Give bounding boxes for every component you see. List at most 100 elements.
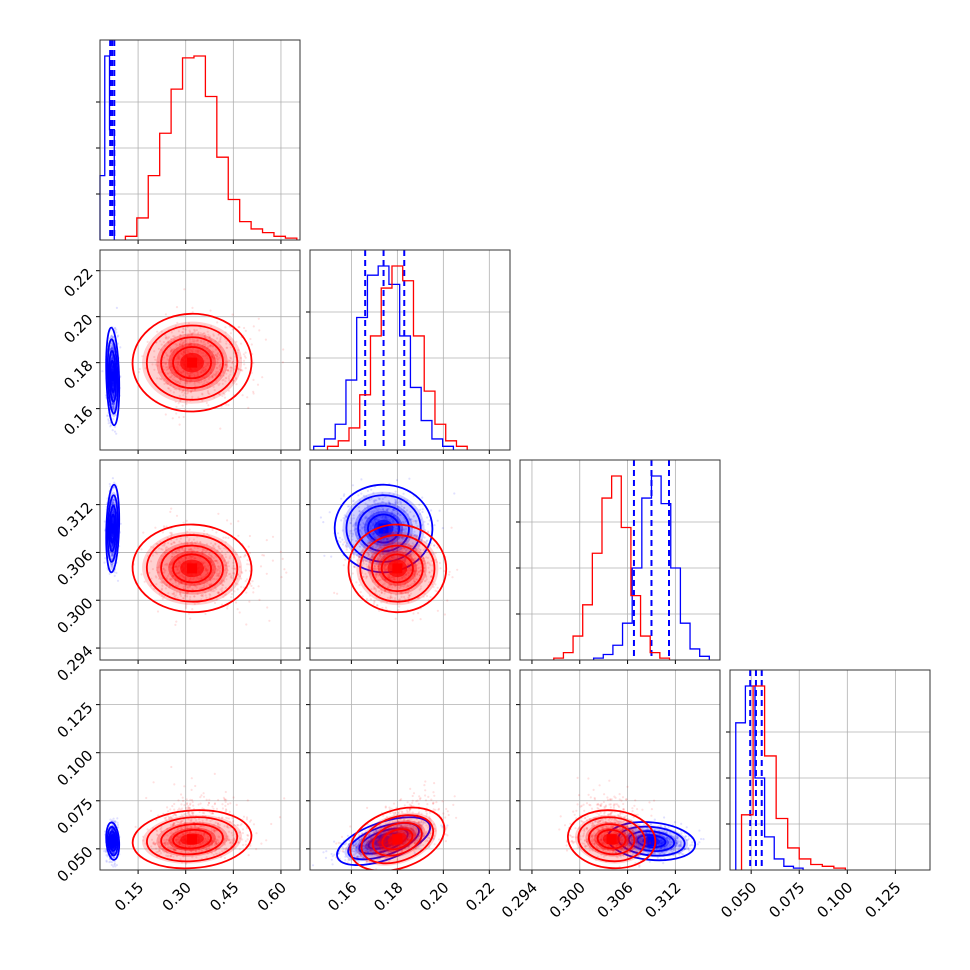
- scatter-point: [111, 564, 114, 567]
- scatter-point: [359, 529, 362, 532]
- scatter-point: [105, 854, 108, 857]
- scatter-point: [377, 509, 380, 512]
- scatter-point: [372, 524, 375, 527]
- scatter-point: [403, 830, 406, 834]
- scatter-point: [387, 516, 390, 519]
- scatter-point: [362, 526, 365, 529]
- scatter-point: [112, 418, 115, 421]
- scatter-point: [409, 510, 412, 514]
- scatter-point: [362, 562, 365, 565]
- scatter-point: [355, 554, 358, 557]
- scatter-point: [342, 517, 345, 520]
- scatter-point: [113, 402, 116, 405]
- scatter-point: [338, 536, 341, 539]
- scatter-point: [677, 843, 681, 847]
- scatter-point: [391, 521, 394, 524]
- scatter-point: [430, 509, 433, 512]
- scatter-point: [115, 432, 118, 435]
- scatter-point: [360, 492, 363, 495]
- scatter-point: [394, 514, 398, 517]
- scatter-point: [311, 864, 315, 867]
- scatter-point: [105, 859, 108, 862]
- scatter-point: [372, 512, 375, 515]
- scatter-point: [381, 492, 384, 495]
- scatter-point: [386, 509, 389, 512]
- scatter-point: [362, 844, 365, 848]
- scatter-point: [112, 500, 115, 503]
- scatter-point: [359, 853, 362, 856]
- scatter-point: [111, 500, 114, 503]
- scatter-point: [366, 503, 369, 507]
- scatter-point: [115, 328, 118, 331]
- scatter-point: [111, 354, 114, 357]
- scatter-point: [679, 843, 683, 846]
- scatter-point: [635, 834, 638, 837]
- scatter-point: [408, 477, 411, 480]
- scatter-point: [371, 523, 374, 526]
- scatter-point: [113, 402, 116, 405]
- scatter-point: [395, 830, 398, 833]
- scatter-point: [324, 856, 328, 860]
- scatter-point: [376, 543, 379, 546]
- scatter-point: [381, 515, 385, 518]
- scatter-point: [110, 451, 112, 453]
- scatter-point: [648, 860, 651, 863]
- scatter-point: [347, 534, 350, 537]
- scatter-point: [366, 489, 369, 492]
- scatter-point: [113, 430, 117, 433]
- scatter-point: [103, 520, 106, 523]
- scatter-point: [111, 554, 114, 557]
- scatter-point: [108, 858, 111, 861]
- scatter-point: [357, 494, 360, 497]
- scatter-point: [382, 539, 385, 542]
- scatter-point: [386, 537, 389, 540]
- scatter-point: [113, 852, 116, 855]
- scatter-point: [415, 832, 418, 836]
- scatter-point: [405, 840, 408, 844]
- scatter-point: [366, 847, 369, 850]
- scatter-point: [397, 518, 400, 522]
- scatter-point: [373, 520, 376, 523]
- scatter-point: [403, 559, 407, 562]
- scatter-point: [116, 335, 119, 338]
- scatter-point: [346, 834, 349, 837]
- scatter-point: [366, 847, 369, 850]
- scatter-point: [668, 837, 671, 841]
- scatter-point: [369, 526, 372, 529]
- scatter-point: [354, 845, 358, 848]
- scatter-point: [685, 839, 688, 842]
- scatter-point: [671, 841, 674, 845]
- scatter-point: [345, 515, 348, 518]
- scatter-point: [430, 542, 433, 545]
- scatter-point: [619, 855, 623, 858]
- scatter-point: [377, 510, 380, 514]
- contour-line: [108, 504, 117, 553]
- scatter-point: [111, 563, 114, 566]
- scatter-point: [666, 836, 669, 840]
- scatter-point: [388, 492, 391, 495]
- scatter-point: [394, 501, 397, 504]
- scatter-point: [690, 843, 693, 847]
- scatter-point: [108, 482, 111, 486]
- scatter-point: [416, 839, 419, 842]
- scatter-point: [112, 406, 115, 409]
- scatter-point: [352, 843, 355, 847]
- scatter-point: [368, 510, 371, 513]
- scatter-point: [363, 526, 366, 529]
- scatter-blue: [103, 817, 121, 868]
- scatter-point: [375, 510, 378, 514]
- scatter-point: [383, 848, 386, 851]
- scatter-point: [661, 839, 664, 842]
- scatter-point: [359, 839, 362, 842]
- scatter-point: [380, 500, 384, 503]
- scatter-point: [355, 539, 358, 543]
- scatter-point: [357, 840, 360, 844]
- scatter-point: [373, 501, 376, 504]
- scatter-point: [364, 516, 367, 519]
- scatter-point: [413, 534, 416, 537]
- contour-line: [108, 350, 117, 403]
- scatter-point: [112, 404, 116, 407]
- scatter-point: [382, 509, 385, 512]
- scatter-point: [365, 517, 368, 520]
- scatter-point: [362, 849, 365, 852]
